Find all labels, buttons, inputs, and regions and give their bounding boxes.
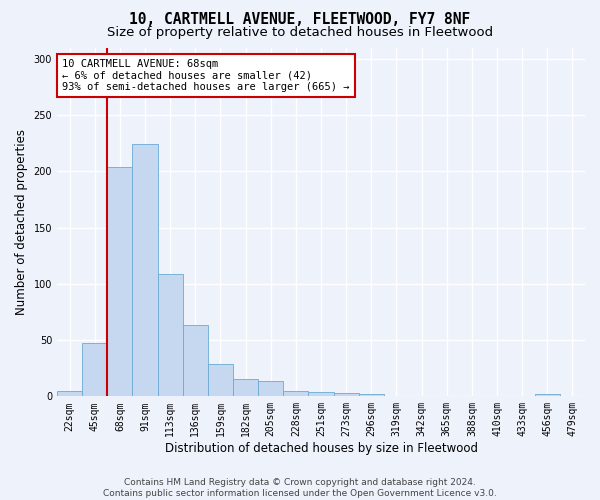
Bar [334, 393, 359, 396]
Bar [208, 364, 233, 396]
Bar [258, 380, 283, 396]
Bar [308, 392, 334, 396]
X-axis label: Distribution of detached houses by size in Fleetwood: Distribution of detached houses by size … [164, 442, 478, 455]
Bar [283, 390, 308, 396]
Bar [535, 394, 560, 396]
Bar [233, 380, 258, 396]
Text: Size of property relative to detached houses in Fleetwood: Size of property relative to detached ho… [107, 26, 493, 39]
Text: 10 CARTMELL AVENUE: 68sqm
← 6% of detached houses are smaller (42)
93% of semi-d: 10 CARTMELL AVENUE: 68sqm ← 6% of detach… [62, 59, 350, 92]
Bar [183, 326, 208, 396]
Text: 10, CARTMELL AVENUE, FLEETWOOD, FY7 8NF: 10, CARTMELL AVENUE, FLEETWOOD, FY7 8NF [130, 12, 470, 28]
Bar [133, 144, 158, 396]
Y-axis label: Number of detached properties: Number of detached properties [15, 129, 28, 315]
Bar [107, 167, 133, 396]
Bar [158, 274, 183, 396]
Bar [359, 394, 384, 396]
Bar [82, 344, 107, 396]
Text: Contains HM Land Registry data © Crown copyright and database right 2024.
Contai: Contains HM Land Registry data © Crown c… [103, 478, 497, 498]
Bar [57, 390, 82, 396]
